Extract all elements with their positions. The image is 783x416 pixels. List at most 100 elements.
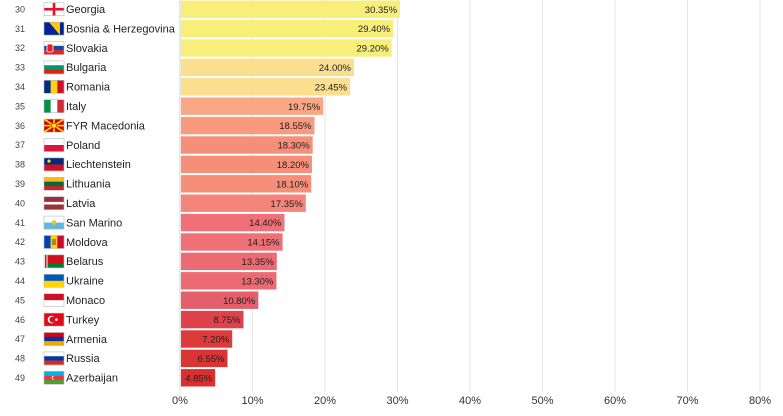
rank-label: 33 <box>15 63 25 73</box>
bars: 30.35% 29.40% 29.20% 24.00% 23.45% 19.75% 18.5… <box>181 0 401 387</box>
latvia-flag-icon <box>43 196 65 210</box>
rank-label: 41 <box>15 218 25 228</box>
belarus-flag-icon <box>43 254 65 269</box>
bar <box>181 19 394 38</box>
bar <box>181 310 244 329</box>
bar-value-label: 18.20% <box>277 160 310 171</box>
rank-label: 45 <box>15 295 25 305</box>
country-label: Lithuania <box>66 179 112 191</box>
bar-value-label: 18.30% <box>277 141 310 152</box>
bar <box>181 97 324 115</box>
rank-label: 40 <box>15 198 25 208</box>
bar-value-label: 19.75% <box>288 102 321 113</box>
bar <box>181 58 354 77</box>
bar-value-label: 10.80% <box>223 296 256 307</box>
country-label: Bulgaria <box>66 62 107 74</box>
poland-flag-icon <box>43 138 65 152</box>
bar-value-label: 4.85% <box>185 373 212 384</box>
rank-label: 32 <box>15 43 25 53</box>
bosnia-flag-icon <box>43 21 65 36</box>
country-label: Romania <box>66 82 111 94</box>
country-label: Georgia <box>66 4 106 16</box>
san-marino-flag-icon <box>43 215 65 230</box>
rank-label: 44 <box>15 276 25 286</box>
x-tick-label: 10% <box>241 395 263 407</box>
x-tick-label: 20% <box>314 395 336 407</box>
ukraine-flag-icon <box>43 273 65 288</box>
x-tick-label: 0% <box>172 395 188 407</box>
x-tick-label: 40% <box>459 395 481 407</box>
country-label: San Marino <box>66 217 122 229</box>
bar-value-label: 24.00% <box>319 63 352 74</box>
armenia-flag-icon <box>43 332 65 346</box>
x-tick-label: 60% <box>604 395 626 407</box>
bar-value-label: 14.15% <box>247 238 280 249</box>
bar <box>181 291 259 309</box>
rank-label: 48 <box>15 354 25 364</box>
country-label: Bosnia & Herzegovina <box>66 23 176 35</box>
rank-label: 38 <box>15 160 25 170</box>
italy-flag-icon <box>43 99 65 113</box>
bar-value-label: 8.75% <box>214 315 241 326</box>
country-label: Moldova <box>66 237 108 249</box>
bar-value-label: 13.30% <box>241 276 274 287</box>
country-label: Turkey <box>66 314 100 326</box>
country-label: Liechtenstein <box>66 159 131 171</box>
bar-value-label: 14.40% <box>249 218 282 229</box>
bar <box>181 39 392 57</box>
slovakia-flag-icon <box>43 41 65 55</box>
rank-label: 46 <box>15 315 25 325</box>
country-label: FYR Macedonia <box>66 120 146 132</box>
bar <box>181 194 306 212</box>
russia-flag-icon <box>43 351 65 366</box>
rank-label: 39 <box>15 179 25 189</box>
turkey-flag-icon <box>43 312 65 327</box>
x-tick-label: 30% <box>386 395 408 407</box>
georgia-flag-icon <box>43 2 65 16</box>
rank-label: 47 <box>15 334 25 344</box>
rank-label: 43 <box>15 257 25 267</box>
country-label: Poland <box>66 140 100 152</box>
bar-value-label: 23.45% <box>315 82 348 93</box>
liechtenstein-flag-icon <box>43 157 65 172</box>
rank-label: 49 <box>15 373 25 383</box>
romania-flag-icon <box>43 80 65 94</box>
rank-label: 34 <box>15 82 25 92</box>
moldova-flag-icon <box>43 235 65 249</box>
rank-label: 37 <box>15 140 25 150</box>
bar <box>181 155 312 174</box>
x-tick-label: 80% <box>749 395 771 407</box>
country-label: Latvia <box>66 198 96 210</box>
country-label: Monaco <box>66 295 105 307</box>
x-tick-label: 50% <box>531 395 553 407</box>
country-label: Slovakia <box>66 43 108 55</box>
bar <box>181 136 313 154</box>
bar <box>181 78 351 96</box>
bar <box>181 349 228 368</box>
country-label: Belarus <box>66 256 104 268</box>
rank-label: 31 <box>15 24 25 34</box>
rank-label: 36 <box>15 121 25 131</box>
country-label: Armenia <box>66 334 108 346</box>
country-label: Ukraine <box>66 276 104 288</box>
lithuania-flag-icon <box>43 177 65 191</box>
country-label: Russia <box>66 353 101 365</box>
rank-label: 42 <box>15 237 25 247</box>
bar <box>181 369 216 387</box>
bar-value-label: 17.35% <box>271 199 304 210</box>
bar-value-label: 6.55% <box>198 354 225 365</box>
bar-value-label: 18.55% <box>279 121 312 132</box>
bar-value-label: 30.35% <box>365 5 398 16</box>
bar-value-label: 29.20% <box>356 44 389 55</box>
monaco-flag-icon <box>43 293 65 308</box>
bar-value-label: 13.35% <box>242 257 275 268</box>
x-tick-label: 70% <box>676 395 698 407</box>
bar <box>181 252 277 271</box>
bar-value-label: 29.40% <box>358 24 391 35</box>
country-label: Italy <box>66 101 87 113</box>
bulgaria-flag-icon <box>43 60 65 75</box>
bar <box>181 0 401 18</box>
bar-value-label: 18.10% <box>276 179 309 190</box>
bar <box>181 175 312 193</box>
